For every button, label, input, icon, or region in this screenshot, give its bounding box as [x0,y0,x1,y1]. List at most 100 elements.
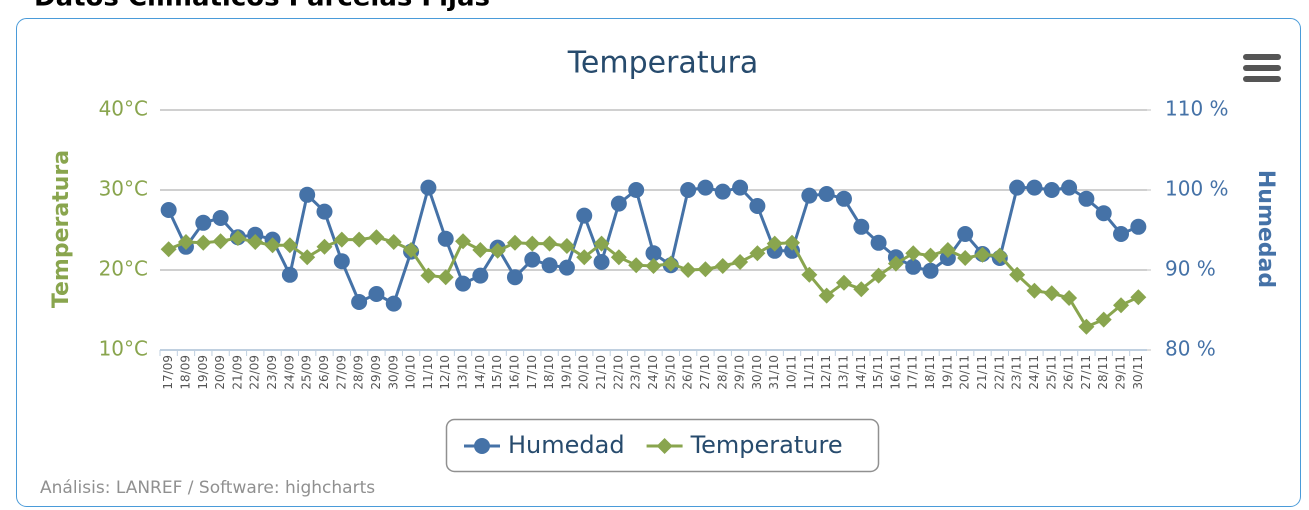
data-point [628,257,645,274]
y-tick-label: 20°C [99,257,148,281]
data-point [351,231,368,248]
x-tick-label: 22/09 [248,355,262,390]
x-tick-label: 13/11 [836,355,850,390]
data-point [835,274,852,291]
x-tick-label: 20/10 [577,355,591,390]
data-point [593,254,610,270]
data-point [212,233,229,250]
x-tick-label: 27/09 [334,355,348,390]
data-point [1026,179,1043,196]
data-point [680,262,697,278]
data-point [160,202,177,218]
x-tick-label: 27/11 [1079,355,1093,390]
data-point [558,238,575,254]
data-point [645,258,662,274]
menu-bar [1243,54,1281,60]
x-tick-label: 15/10 [490,355,504,390]
data-point [1043,182,1060,198]
data-point [766,235,783,252]
x-tick-label: 30/10 [750,355,764,390]
data-point [1061,179,1078,196]
x-tick-label: 23/11 [1010,355,1024,390]
data-point [835,190,852,207]
x-tick-label: 23/10 [629,355,643,390]
data-point [957,250,974,266]
legend-symbol [474,438,490,454]
y-tick-label: 10°C [99,337,148,361]
x-tick-label: 31/10 [767,355,781,390]
x-tick-label: 25/11 [1044,355,1058,390]
data-point [732,179,749,196]
x-tick-label: 21/09 [230,355,244,390]
legend-item[interactable]: Temperature [646,431,843,459]
data-point [437,269,454,286]
x-tick-label: 22/11 [992,355,1006,390]
menu-bar [1243,76,1281,82]
data-point [489,242,506,259]
data-point [368,229,385,246]
data-point [714,183,731,200]
x-tick-label: 22/10 [611,355,625,390]
x-tick-label: 28/11 [1096,355,1110,390]
x-tick-label: 30/11 [1131,355,1145,390]
x-tick-label: 21/11 [975,355,989,390]
menu-bar [1243,65,1281,71]
data-point [991,247,1008,264]
data-point [558,259,575,276]
data-point [472,267,489,284]
data-point [957,226,974,242]
y-tick-label: 40°C [99,97,148,121]
x-tick-label: 14/11 [854,355,868,390]
data-point [177,234,194,250]
legend-symbol [656,438,673,454]
data-point [1078,190,1095,207]
chart-frame [16,18,1301,507]
data-point [818,186,835,202]
data-point [299,186,316,203]
x-tick-label: 26/11 [1062,355,1076,390]
x-tick-label: 24/11 [1027,355,1041,390]
x-tick-label: 17/09 [161,355,175,390]
x-tick-label: 26/09 [317,355,331,390]
data-point [195,234,212,251]
data-point [229,230,246,246]
x-tick-label: 19/11 [940,355,954,390]
data-point [455,275,472,292]
data-point [316,203,333,220]
data-point [472,242,489,258]
data-point [697,261,714,278]
x-tick-label: 17/10 [525,355,539,390]
data-point [662,255,679,272]
x-tick-label: 11/11 [802,355,816,390]
data-point [247,234,264,250]
x-tick-label: 30/09 [386,355,400,390]
data-point [524,251,541,268]
credits[interactable]: Análisis: LANREF / Software: highcharts [40,478,375,498]
y2-axis-title: Humedad [1253,170,1278,288]
data-point [212,210,229,226]
menu-button[interactable] [1243,54,1281,82]
data-point [749,245,766,262]
x-tick-label: 14/10 [473,355,487,390]
chart-title: Temperatura [567,46,759,81]
x-tick-label: 15/11 [871,355,885,390]
data-point [1009,266,1026,283]
data-point [714,258,731,274]
x-tick-label: 17/11 [906,355,920,390]
legend-label: Humedad [508,431,625,459]
data-point [818,287,835,304]
data-point [853,218,870,235]
data-point [506,269,523,286]
data-point [420,267,437,284]
data-point [385,234,402,250]
data-point [749,198,766,214]
data-point [1043,285,1060,302]
x-tick-label: 16/10 [507,355,521,390]
x-tick-label: 29/10 [733,355,747,390]
data-point [368,286,385,302]
data-point [1095,205,1112,222]
data-point [420,179,437,196]
x-tick-label: 12/11 [819,355,833,390]
legend-label: Temperature [690,431,843,459]
x-tick-label: 19/10 [559,355,573,390]
